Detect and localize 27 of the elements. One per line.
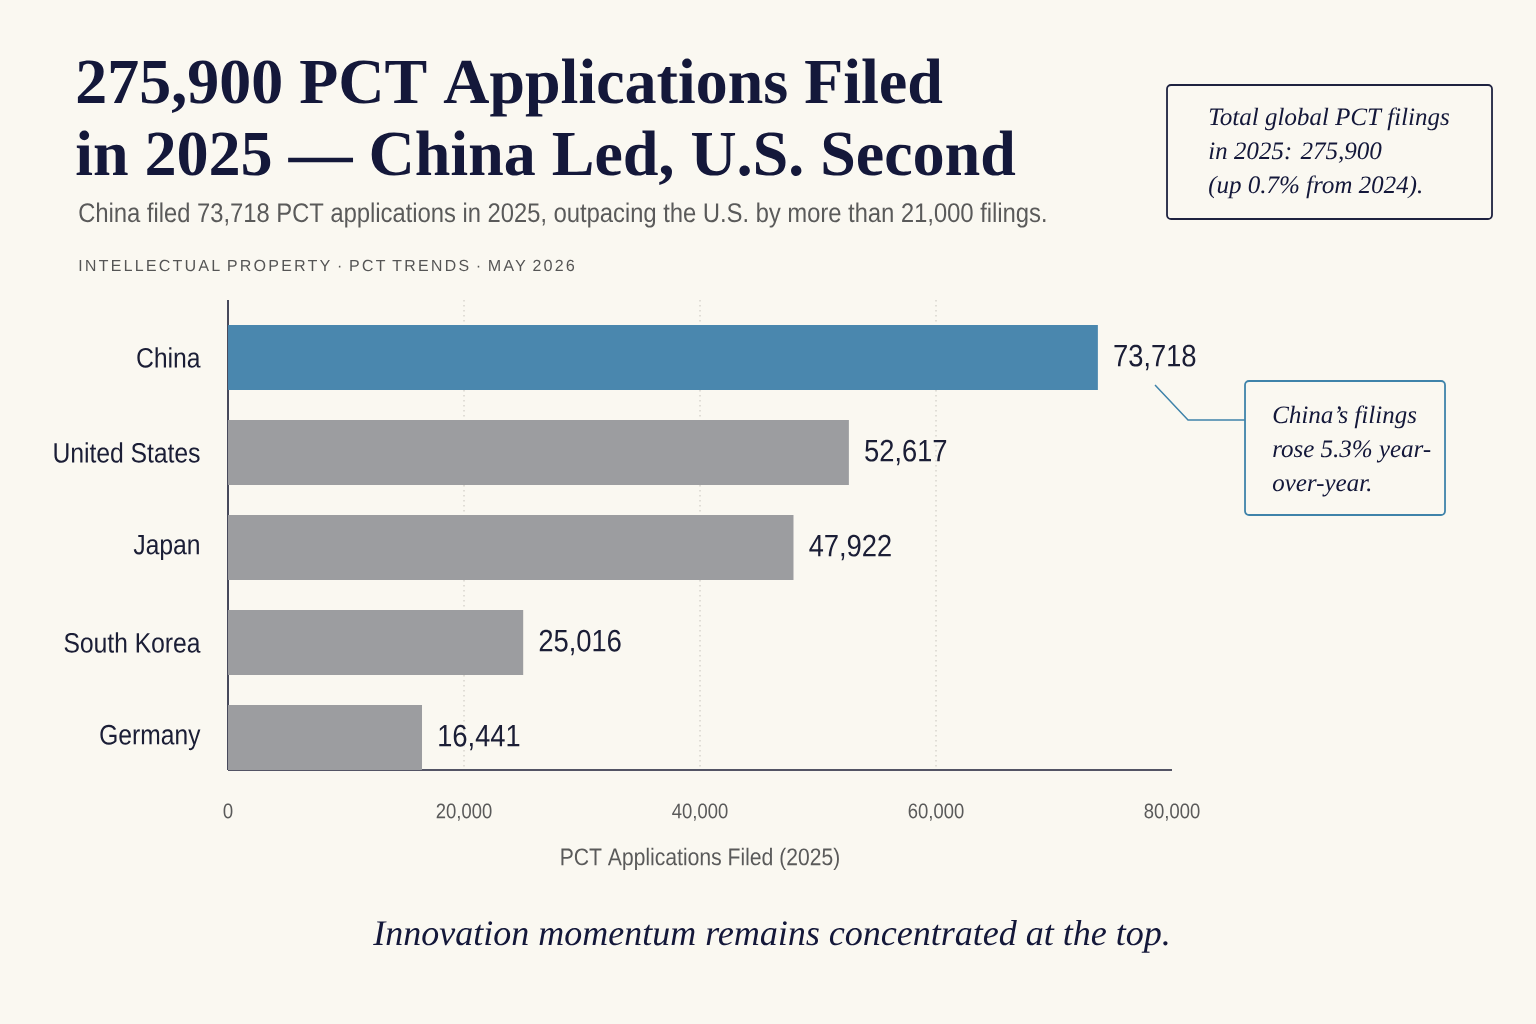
data-label: 25,016 [539, 629, 621, 656]
x-tick-label: 80,000 [1144, 803, 1200, 821]
y-tick-label: Germany [100, 724, 201, 751]
x-axis-title: PCT Applications Filed (2025) [561, 847, 839, 871]
data-label: 16,441 [439, 724, 520, 751]
text: China’s filings rose 5.3% year-over-year. [1272, 405, 1431, 497]
x-tick-label: 20,000 [436, 803, 492, 821]
chart-subtitle: China filed 73,718 PCT applications in 2025, outpacing the U.S. by more than 21,000 filings. [79, 202, 1046, 228]
bar [228, 419, 849, 485]
y-tick-label: China [137, 347, 201, 368]
bar [228, 324, 1098, 390]
bar [228, 610, 524, 675]
text: INTELLECTUAL PROPERTY · PCT TRENDS · MAY 2026 [79, 259, 575, 272]
text: Innovation momentum remains concentrated at the top. [373, 920, 1168, 953]
data-label: 52,617 [865, 439, 947, 466]
x-tick-label: 0 [223, 803, 233, 819]
bar [228, 514, 794, 580]
bar [228, 705, 423, 770]
x-tick-label: 60,000 [908, 803, 964, 821]
y-tick-label: United States [54, 442, 200, 463]
text: Total global PCT filings in 2025: 275,900 (up 0.7% from 2024). [1209, 107, 1449, 199]
y-tick-label: South Korea [64, 632, 201, 653]
x-tick-label: 40,000 [672, 803, 728, 821]
data-label: 47,922 [809, 534, 891, 561]
chart-title: 275,900 PCT Applications Filed in 2025 — China Led, U.S. Second [76, 58, 1016, 185]
data-label: 73,718 [1114, 344, 1196, 371]
y-tick-label: Japan [133, 534, 199, 561]
